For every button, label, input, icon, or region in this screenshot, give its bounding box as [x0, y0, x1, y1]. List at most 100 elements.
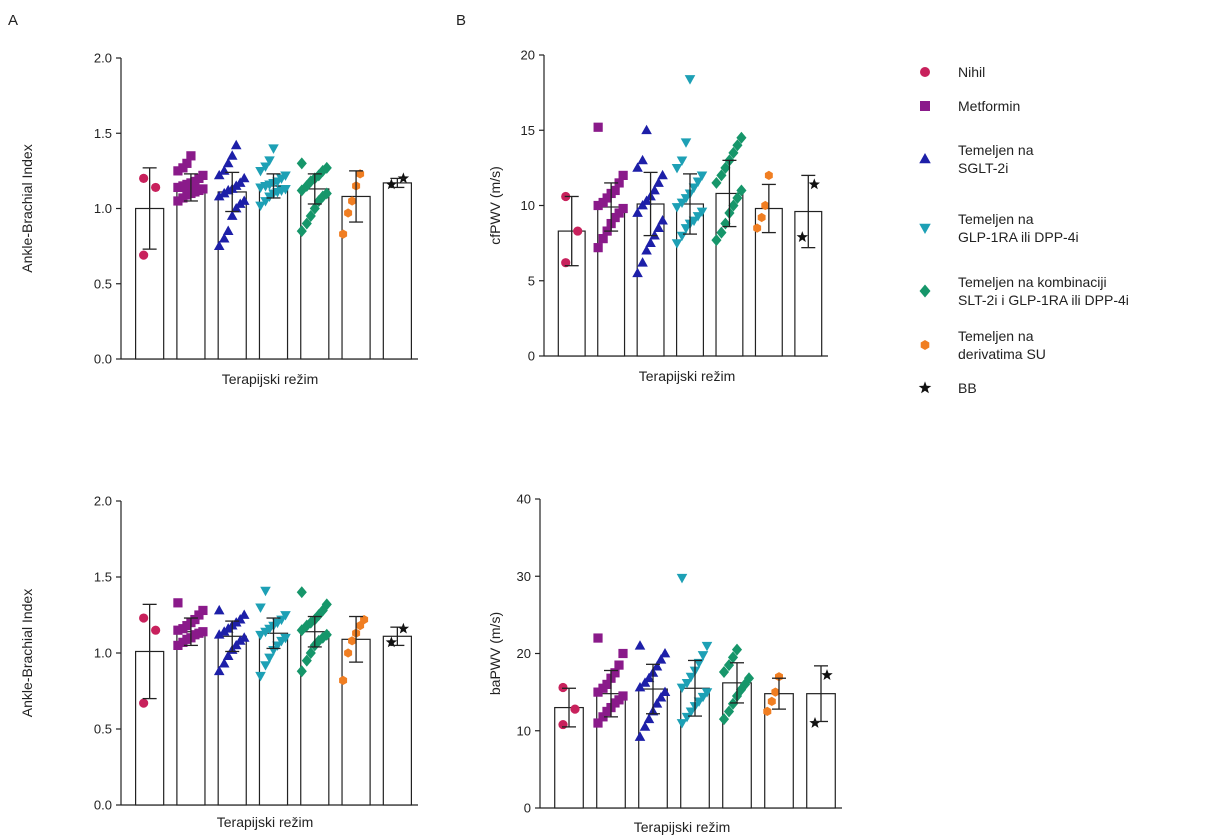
data-point	[198, 184, 208, 194]
legend-label-4: Temeljen na GLP-1RA ili DPP-4i	[958, 211, 1079, 245]
data-point	[385, 178, 398, 190]
data-point	[676, 683, 688, 694]
legend-label-1: Nihil	[958, 64, 985, 80]
data-point	[649, 184, 660, 195]
data-point	[632, 267, 643, 278]
data-point	[602, 679, 612, 689]
legend: Nihil Metformin Temeljen na SGLT-2i Temeljen…	[918, 64, 1129, 396]
data-point	[305, 210, 316, 223]
data-point	[360, 615, 369, 625]
bar-4	[258, 185, 289, 360]
data-point	[723, 705, 735, 718]
data-point	[198, 170, 208, 180]
bar-7	[382, 635, 412, 806]
data-point	[632, 207, 643, 217]
data-point	[344, 648, 353, 658]
y-tick-label: 0.0	[94, 352, 112, 367]
data-point	[685, 707, 697, 717]
data-point	[764, 170, 773, 180]
data-point	[701, 688, 713, 698]
charts-group: 0.0 0.5 1.0 1.5 2.0 Ankle-Brachial Index Terap…	[19, 48, 842, 835]
data-point	[255, 630, 266, 641]
y-tick-label: 20	[517, 646, 531, 661]
data-point	[182, 158, 192, 168]
data-point	[296, 225, 307, 238]
data-point	[743, 672, 755, 685]
data-point	[711, 176, 722, 189]
y-tick-label: 1.5	[94, 570, 112, 585]
data-point	[226, 210, 238, 220]
data-point	[296, 586, 307, 599]
data-point	[723, 659, 735, 672]
data-point	[255, 603, 266, 613]
data-point	[593, 243, 603, 253]
bar-2	[176, 186, 206, 360]
y-tick-label: 0	[528, 349, 535, 364]
data-point	[198, 605, 208, 616]
y-tick-label: 30	[517, 569, 531, 584]
data-point	[809, 717, 821, 728]
data-point	[139, 250, 149, 260]
data-point	[643, 713, 655, 724]
data-point	[313, 169, 324, 182]
data-point	[226, 150, 238, 160]
data-point	[296, 157, 307, 170]
data-point	[735, 683, 747, 696]
data-point	[313, 634, 324, 647]
chart-panel-2: 0 5 10 15 20 cfPWV (m/s) Terapijski režim	[487, 48, 828, 384]
data-point	[681, 678, 693, 689]
data-point	[614, 660, 624, 670]
y-tick-label: 40	[517, 492, 531, 507]
chart-panel-3: 0.0 0.5 1.0 1.5 2.0 Ankle-Brachial Index Terap…	[19, 494, 418, 830]
data-point	[593, 687, 603, 697]
data-point	[280, 611, 291, 621]
data-point	[213, 604, 225, 615]
data-point	[655, 654, 667, 664]
data-point	[727, 651, 739, 664]
data-point	[634, 640, 646, 650]
data-point	[796, 231, 808, 242]
data-point	[309, 202, 320, 215]
legend-marker-7	[918, 381, 932, 394]
data-point	[593, 200, 603, 211]
data-point	[173, 182, 183, 193]
panel-letter-b: B	[456, 12, 466, 29]
data-point	[753, 223, 762, 233]
data-point	[618, 170, 628, 180]
y-tick-label: 1.0	[94, 201, 112, 216]
data-point	[732, 139, 743, 152]
data-point	[641, 124, 652, 135]
data-point	[598, 234, 608, 244]
y-axis-title: Ankle-Brachial Index	[19, 589, 35, 717]
data-point	[255, 166, 266, 177]
legend-marker-1	[920, 67, 930, 77]
data-point	[693, 658, 705, 669]
legend-label-6: Temeljen na derivatima SU	[958, 328, 1046, 362]
data-point	[808, 178, 820, 190]
data-point	[213, 665, 225, 676]
data-point	[173, 640, 183, 650]
bar-5	[300, 188, 330, 360]
data-point	[720, 217, 731, 230]
data-point	[775, 672, 783, 682]
data-point	[676, 156, 688, 166]
data-point	[238, 195, 250, 205]
y-tick-label: 1.0	[94, 646, 112, 661]
data-point	[643, 672, 655, 683]
data-point	[610, 668, 620, 678]
y-tick-label: 5	[528, 273, 535, 288]
y-tick-label: 10	[521, 198, 535, 213]
data-point	[761, 200, 770, 211]
data-point	[151, 625, 161, 635]
bar-4	[258, 632, 289, 806]
data-point	[339, 229, 348, 239]
x-axis-title: Terapijski režim	[222, 371, 318, 387]
data-point	[639, 721, 651, 731]
data-point	[296, 665, 307, 678]
data-point	[238, 632, 250, 642]
y-tick-label: 15	[521, 123, 535, 138]
data-point	[618, 691, 628, 701]
y-tick-label: 1.5	[94, 126, 112, 141]
data-point	[213, 190, 225, 201]
data-point	[655, 692, 667, 702]
